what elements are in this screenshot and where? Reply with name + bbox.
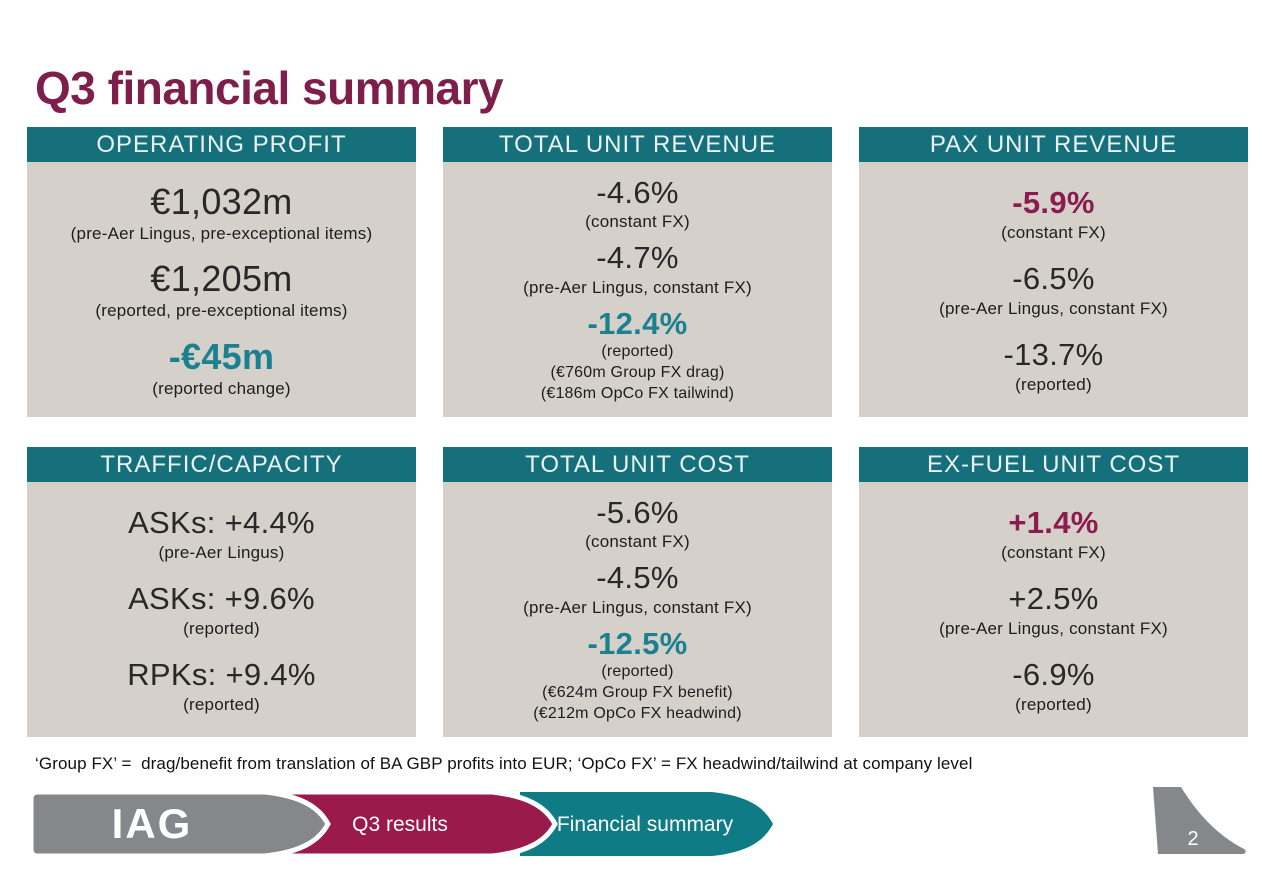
card-header: EX-FUEL UNIT COST <box>859 447 1248 482</box>
metric-caption: (constant FX) <box>585 532 690 552</box>
metric-value: €1,032m <box>150 180 293 222</box>
card-header: TRAFFIC/CAPACITY <box>27 447 416 482</box>
metric-value: RPKs: +9.4% <box>127 656 316 692</box>
metric-caption: (constant FX) <box>585 212 690 232</box>
summary-cards-grid: OPERATING PROFIT €1,032m (pre-Aer Lingus… <box>27 127 1248 737</box>
metric: -4.6% (constant FX) <box>585 175 690 232</box>
footer-chevron-logo <box>28 789 331 858</box>
metric: -13.7% (reported) <box>1003 337 1103 394</box>
metric-value: -13.7% <box>1003 336 1104 372</box>
metric: -4.7% (pre-Aer Lingus, constant FX) <box>523 240 752 297</box>
footnote: ‘Group FX’ = drag/benefit from translati… <box>35 754 973 773</box>
page-number: 2 <box>1187 828 1198 850</box>
footer-tag-financial-summary: Financial summary <box>557 813 734 836</box>
metric-caption: (constant FX) <box>1001 542 1106 562</box>
metric-caption: (pre-Aer Lingus, constant FX) <box>523 598 752 618</box>
metric-caption: (€624m Group FX benefit) <box>542 683 733 701</box>
metric-caption: (reported change) <box>152 378 291 398</box>
metric-caption: (reported) <box>1015 374 1092 394</box>
card-header: PAX UNIT REVENUE <box>859 127 1248 162</box>
metric-caption: (reported) <box>601 662 674 680</box>
metric-value: -12.4% <box>587 306 688 342</box>
metric-value: ASKs: +9.6% <box>128 580 315 616</box>
card-body: -5.9% (constant FX) -6.5% (pre-Aer Lingu… <box>859 162 1248 417</box>
metric-caption: (reported, pre-exceptional items) <box>95 301 348 321</box>
card-ex-fuel-unit-cost: EX-FUEL UNIT COST +1.4% (constant FX) +2… <box>859 447 1248 737</box>
card-traffic-capacity: TRAFFIC/CAPACITY ASKs: +4.4% (pre-Aer Li… <box>27 447 416 737</box>
metric: -5.9% (constant FX) <box>1001 185 1106 242</box>
metric-caption: (€186m OpCo FX tailwind) <box>540 384 735 402</box>
metric-caption: (constant FX) <box>1001 222 1106 242</box>
card-total-unit-revenue: TOTAL UNIT REVENUE -4.6% (constant FX) -… <box>443 127 832 417</box>
metric-caption: (pre-Aer Lingus, constant FX) <box>523 278 752 298</box>
iag-logo: IAG <box>112 800 193 847</box>
card-header: TOTAL UNIT COST <box>443 447 832 482</box>
metric: -6.9% (reported) <box>1012 657 1094 714</box>
metric-value: -5.9% <box>1012 184 1095 220</box>
metric-caption: (pre-Aer Lingus, constant FX) <box>939 618 1168 638</box>
metric-value: -6.5% <box>1012 260 1095 296</box>
footer: IAG Q3 results Financial summary 2 <box>0 786 1280 858</box>
metric-caption: (reported) <box>183 618 260 638</box>
metric-value: -4.6% <box>596 174 679 210</box>
metric-value: €1,205m <box>150 258 293 300</box>
metric: ASKs: +4.4% (pre-Aer Lingus) <box>128 505 315 562</box>
metric-value: ASKs: +4.4% <box>128 504 315 540</box>
metric-caption: (reported) <box>1015 694 1092 714</box>
metric: €1,032m (pre-Aer Lingus, pre-exceptional… <box>71 181 373 244</box>
card-pax-unit-revenue: PAX UNIT REVENUE -5.9% (constant FX) -6.… <box>859 127 1248 417</box>
metric-value: -5.6% <box>596 494 679 530</box>
card-total-unit-cost: TOTAL UNIT COST -5.6% (constant FX) -4.5… <box>443 447 832 737</box>
metric-value: -4.5% <box>596 560 679 596</box>
metric: -12.5% (reported) (€624m Group FX benefi… <box>533 626 741 724</box>
tail-fin-icon: 2 <box>1153 787 1246 854</box>
metric-caption: (€760m Group FX drag) <box>550 363 725 381</box>
page-title: Q3 financial summary <box>35 61 504 114</box>
footer-chevron-band: IAG Q3 results Financial summary <box>28 789 773 858</box>
metric-value: +1.4% <box>1008 504 1099 540</box>
metric-value: -6.9% <box>1012 656 1095 692</box>
card-body: -4.6% (constant FX) -4.7% (pre-Aer Lingu… <box>443 162 832 417</box>
metric: -12.4% (reported) (€760m Group FX drag) … <box>541 306 734 404</box>
metric: -€45m (reported change) <box>152 336 291 399</box>
card-body: -5.6% (constant FX) -4.5% (pre-Aer Lingu… <box>443 482 832 737</box>
metric: RPKs: +9.4% (reported) <box>127 657 316 714</box>
metric: -5.6% (constant FX) <box>585 495 690 552</box>
metric-value: -4.7% <box>596 240 679 276</box>
metric: +2.5% (pre-Aer Lingus, constant FX) <box>939 581 1168 638</box>
metric: ASKs: +9.6% (reported) <box>128 581 315 638</box>
card-header: OPERATING PROFIT <box>27 127 416 162</box>
footer-chevron-financial-summary <box>520 792 773 856</box>
footer-tag-q3-results: Q3 results <box>352 813 448 836</box>
metric-caption: (reported) <box>601 342 674 360</box>
metric-caption: (pre-Aer Lingus) <box>158 542 285 562</box>
card-body: ASKs: +4.4% (pre-Aer Lingus) ASKs: +9.6%… <box>27 482 416 737</box>
metric: -4.5% (pre-Aer Lingus, constant FX) <box>523 560 752 617</box>
metric-value: +2.5% <box>1008 580 1099 616</box>
tail-fin-shape <box>1153 787 1246 854</box>
metric-value: -12.5% <box>587 626 688 662</box>
metric: +1.4% (constant FX) <box>1001 505 1106 562</box>
card-body: €1,032m (pre-Aer Lingus, pre-exceptional… <box>27 162 416 417</box>
metric: -6.5% (pre-Aer Lingus, constant FX) <box>939 261 1168 318</box>
card-header: TOTAL UNIT REVENUE <box>443 127 832 162</box>
card-body: +1.4% (constant FX) +2.5% (pre-Aer Lingu… <box>859 482 1248 737</box>
footer-chevron-q3-results <box>285 789 558 858</box>
metric-caption: (reported) <box>183 694 260 714</box>
metric-value: -€45m <box>168 335 275 377</box>
card-operating-profit: OPERATING PROFIT €1,032m (pre-Aer Lingus… <box>27 127 416 417</box>
metric-caption: (pre-Aer Lingus, pre-exceptional items) <box>70 223 373 243</box>
metric: €1,205m (reported, pre-exceptional items… <box>95 258 347 321</box>
metric-caption: (pre-Aer Lingus, constant FX) <box>939 298 1168 318</box>
metric-caption: (€212m OpCo FX headwind) <box>533 704 742 722</box>
